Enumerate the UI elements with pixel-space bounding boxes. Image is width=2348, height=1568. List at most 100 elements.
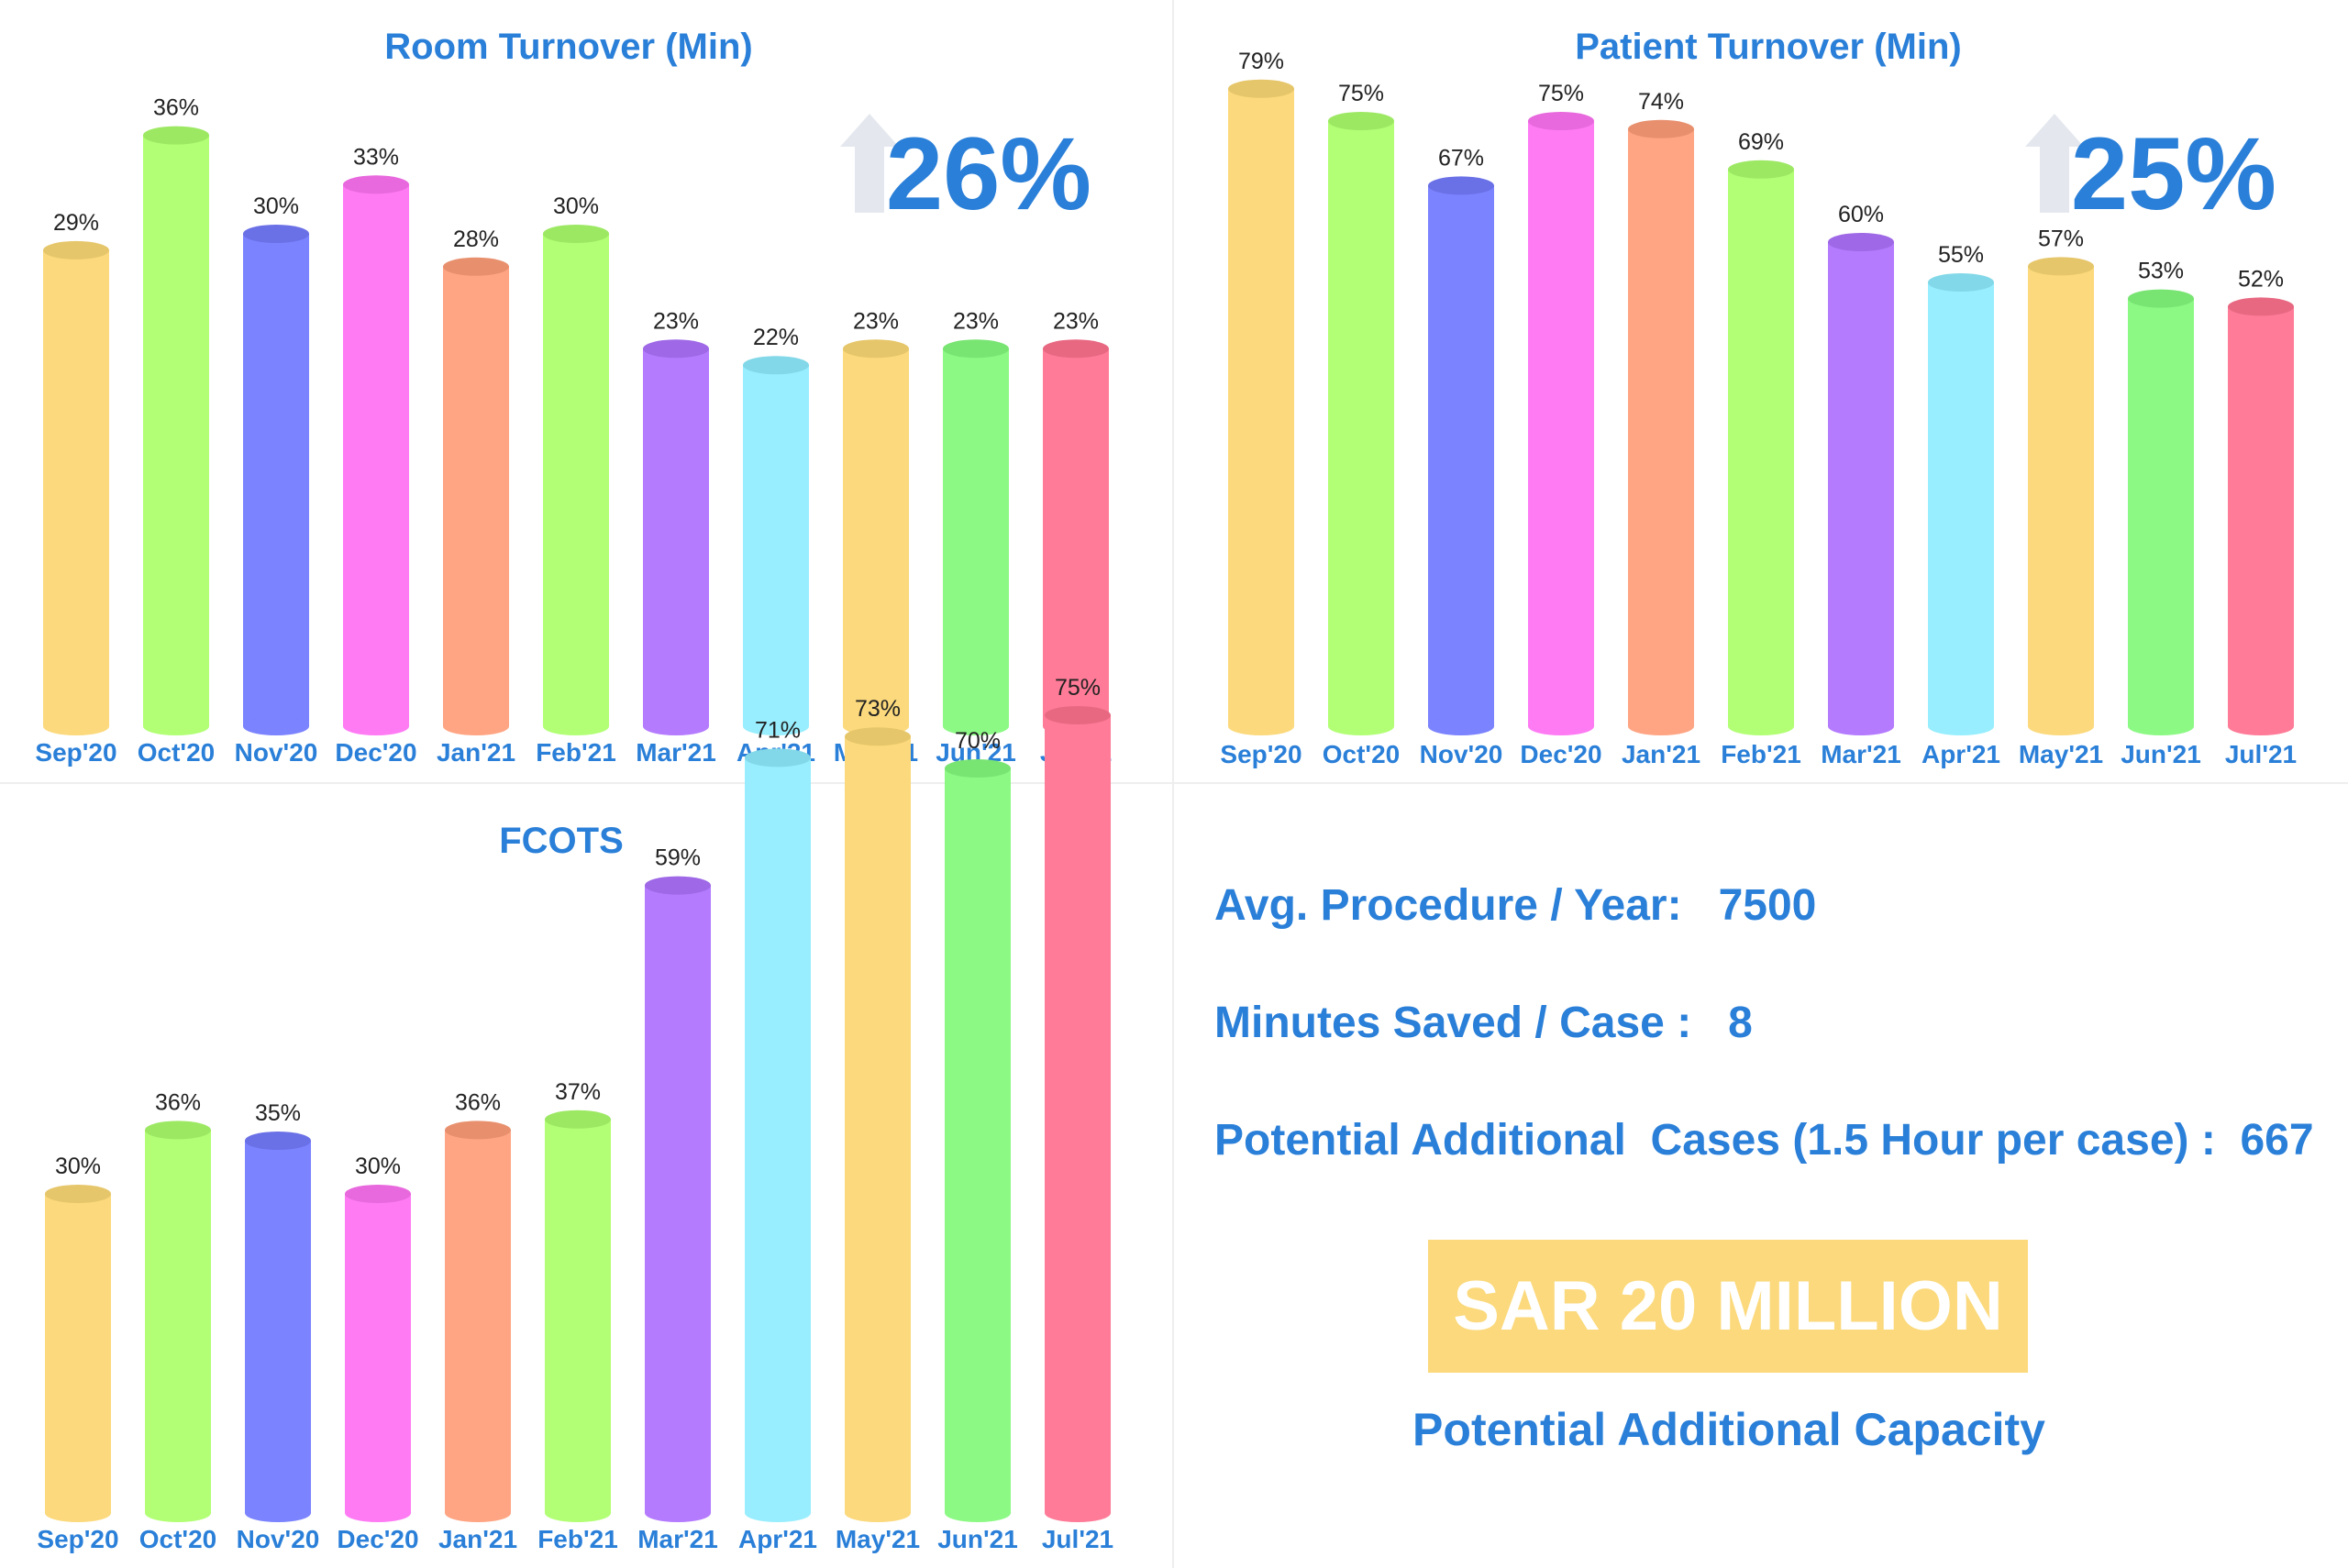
bar bbox=[1045, 715, 1111, 1513]
bar-top bbox=[943, 339, 1009, 359]
bar bbox=[443, 266, 509, 726]
bar bbox=[45, 1194, 111, 1513]
up-arrow-icon bbox=[840, 114, 899, 213]
data-label: 53% bbox=[2138, 259, 2184, 284]
bar-top bbox=[643, 339, 709, 359]
data-label: 73% bbox=[855, 696, 901, 722]
category-label: Jun'21 bbox=[937, 1525, 1018, 1553]
bar-top bbox=[445, 1121, 511, 1140]
category-label: Apr'21 bbox=[738, 1525, 817, 1553]
improvement-percent: 26% bbox=[886, 116, 1091, 231]
data-label: 75% bbox=[1338, 81, 1384, 106]
bar-top bbox=[243, 225, 309, 243]
category-label: Mar'21 bbox=[637, 1525, 718, 1553]
category-label: Nov'20 bbox=[1420, 740, 1503, 768]
bar-base bbox=[1328, 717, 1394, 735]
data-label: 71% bbox=[755, 717, 801, 743]
bar-base bbox=[443, 717, 509, 735]
vertical-divider bbox=[1172, 0, 1174, 1568]
category-label: Jun'21 bbox=[2121, 740, 2201, 768]
data-label: 75% bbox=[1538, 81, 1584, 106]
bar-top bbox=[945, 759, 1011, 778]
bar bbox=[2028, 266, 2094, 726]
capacity-caption: Potential Additional Capacity bbox=[1412, 1404, 2045, 1455]
bar-top bbox=[1728, 160, 1794, 179]
bar bbox=[343, 184, 409, 727]
category-label: Sep'20 bbox=[37, 1525, 118, 1553]
data-label: 30% bbox=[253, 193, 299, 219]
bar bbox=[543, 234, 609, 726]
bar bbox=[1528, 121, 1594, 726]
bar-base bbox=[1528, 717, 1594, 735]
bar-top bbox=[1428, 176, 1494, 195]
bar-top bbox=[745, 748, 811, 767]
data-label: 33% bbox=[353, 144, 399, 170]
data-label: 36% bbox=[455, 1089, 501, 1115]
bar-top bbox=[245, 1132, 311, 1150]
data-label: 55% bbox=[1938, 242, 1984, 268]
bar-top bbox=[1528, 112, 1594, 130]
improvement-percent: 25% bbox=[2071, 116, 2276, 231]
bar-top bbox=[2128, 289, 2194, 308]
category-label: Nov'20 bbox=[237, 1525, 320, 1553]
bar-base bbox=[1728, 717, 1794, 735]
bar-top bbox=[543, 225, 609, 243]
data-label: 52% bbox=[2238, 266, 2284, 292]
bar bbox=[1728, 169, 1794, 727]
data-label: 29% bbox=[53, 210, 99, 236]
bar bbox=[1828, 242, 1894, 726]
bar-base bbox=[43, 717, 109, 735]
bar-base bbox=[1228, 717, 1294, 735]
bar-top bbox=[1043, 339, 1109, 359]
potential-cases-stat: Potential Additional Cases (1.5 Hour per… bbox=[1214, 1116, 2314, 1165]
bar-base bbox=[643, 717, 709, 735]
bar bbox=[645, 885, 711, 1513]
bar bbox=[745, 757, 811, 1513]
bar bbox=[1043, 348, 1109, 726]
category-label: Sep'20 bbox=[35, 738, 116, 767]
bar-base bbox=[945, 1504, 1011, 1522]
bar-base bbox=[445, 1504, 511, 1522]
data-label: 57% bbox=[2038, 226, 2084, 251]
bar-base bbox=[2028, 717, 2094, 735]
bar bbox=[1328, 121, 1394, 726]
savings-banner: SAR 20 MILLION bbox=[1428, 1240, 2028, 1373]
data-label: 22% bbox=[753, 325, 799, 350]
data-label: 74% bbox=[1638, 89, 1684, 115]
bar-top bbox=[645, 876, 711, 895]
data-label: 30% bbox=[55, 1154, 101, 1179]
category-label: Jan'21 bbox=[437, 738, 515, 767]
data-label: 30% bbox=[355, 1154, 401, 1179]
bar-top bbox=[1045, 706, 1111, 724]
bar-base bbox=[943, 717, 1009, 735]
data-label: 23% bbox=[653, 308, 699, 334]
minutes-saved-stat: Minutes Saved / Case : 8 bbox=[1214, 999, 1753, 1047]
data-label: 23% bbox=[953, 308, 999, 334]
category-label: Feb'21 bbox=[1721, 740, 1801, 768]
bar bbox=[643, 348, 709, 726]
bar bbox=[1628, 128, 1694, 727]
bar-base bbox=[1628, 717, 1694, 735]
bar-base bbox=[2228, 717, 2294, 735]
bar-top bbox=[1228, 79, 1294, 98]
bar bbox=[245, 1141, 311, 1513]
data-label: 69% bbox=[1738, 129, 1784, 155]
category-label: Oct'20 bbox=[139, 1525, 216, 1553]
category-label: Nov'20 bbox=[235, 738, 318, 767]
bar-base bbox=[1828, 717, 1894, 735]
data-label: 79% bbox=[1238, 49, 1284, 74]
category-label: Mar'21 bbox=[636, 738, 716, 767]
category-label: Oct'20 bbox=[1323, 740, 1400, 768]
bar-base bbox=[745, 1504, 811, 1522]
category-label: Dec'20 bbox=[337, 1525, 418, 1553]
category-label: Sep'20 bbox=[1220, 740, 1301, 768]
data-label: 70% bbox=[955, 728, 1001, 754]
chart-title-3: FCOTS bbox=[499, 821, 624, 861]
bar-base bbox=[645, 1504, 711, 1522]
category-label: Mar'21 bbox=[1821, 740, 1901, 768]
bar-top bbox=[143, 126, 209, 145]
bar-top bbox=[2028, 257, 2094, 276]
category-label: May'21 bbox=[836, 1525, 920, 1553]
bar bbox=[445, 1130, 511, 1513]
category-label: Apr'21 bbox=[1922, 740, 2000, 768]
